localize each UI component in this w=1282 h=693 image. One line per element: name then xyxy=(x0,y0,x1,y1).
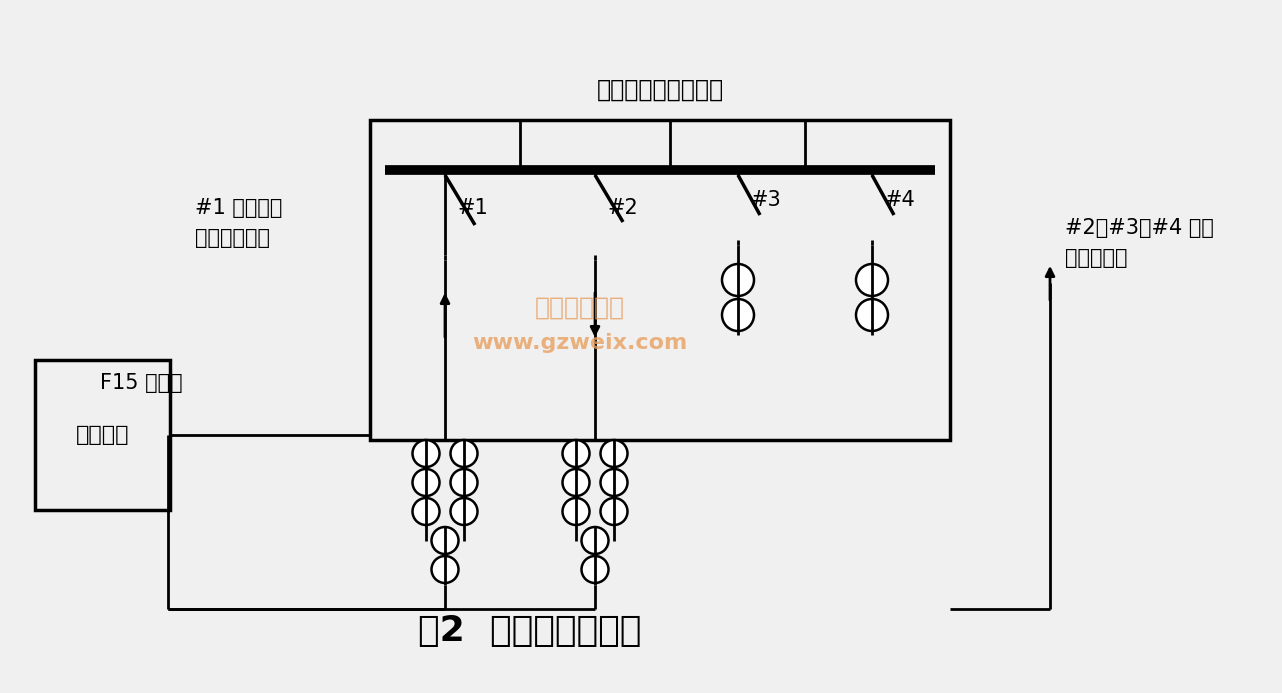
Circle shape xyxy=(450,469,477,496)
Circle shape xyxy=(856,264,888,296)
Text: www.gzweix.com: www.gzweix.com xyxy=(472,333,687,353)
Text: #2、#3、#4 开关
无故障指示: #2、#3、#4 开关 无故障指示 xyxy=(1065,218,1214,267)
Circle shape xyxy=(563,469,590,496)
Circle shape xyxy=(432,556,459,583)
Bar xyxy=(35,360,171,510)
Text: F15 甲乙线: F15 甲乙线 xyxy=(100,373,182,393)
Circle shape xyxy=(722,299,754,331)
Circle shape xyxy=(856,299,888,331)
Text: #2: #2 xyxy=(606,198,637,218)
Circle shape xyxy=(563,498,590,525)
Text: 图2  故障时的系统图: 图2 故障时的系统图 xyxy=(418,614,642,648)
Circle shape xyxy=(582,556,609,583)
Circle shape xyxy=(600,440,627,467)
Text: #4: #4 xyxy=(885,190,915,210)
Text: #1 开关闪烁
指示故障电流: #1 开关闪烁 指示故障电流 xyxy=(195,198,282,248)
Circle shape xyxy=(582,527,609,554)
Circle shape xyxy=(600,469,627,496)
Text: #1: #1 xyxy=(456,198,487,218)
Circle shape xyxy=(413,498,440,525)
Circle shape xyxy=(432,527,459,554)
Bar xyxy=(370,120,950,440)
Circle shape xyxy=(413,469,440,496)
Text: 彩岸户内三遥公用柜: 彩岸户内三遥公用柜 xyxy=(596,78,723,102)
Text: 甲变电站: 甲变电站 xyxy=(76,425,129,445)
Circle shape xyxy=(450,498,477,525)
Text: 精通维修下载: 精通维修下载 xyxy=(535,296,626,320)
Circle shape xyxy=(600,498,627,525)
Circle shape xyxy=(722,264,754,296)
Circle shape xyxy=(450,440,477,467)
Text: #3: #3 xyxy=(750,190,781,210)
Circle shape xyxy=(563,440,590,467)
Circle shape xyxy=(413,440,440,467)
